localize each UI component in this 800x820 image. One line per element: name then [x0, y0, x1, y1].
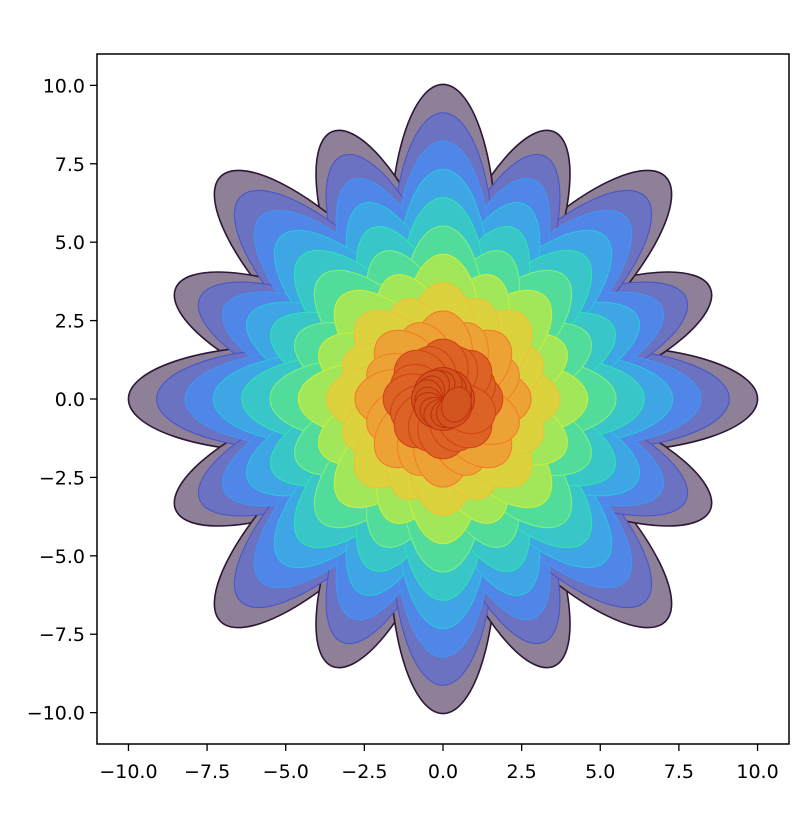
x-tick-label: 10.0 [736, 761, 778, 783]
x-tick-label: 2.5 [507, 761, 537, 783]
y-tick-label: 2.5 [55, 311, 85, 333]
y-tick-label: 7.5 [55, 154, 85, 176]
y-tick-label: −2.5 [39, 467, 85, 489]
y-tick-label: −5.0 [39, 546, 85, 568]
x-axis: −10.0 −7.5 −5.0 −2.5 0.0 2.5 5.0 7.5 10.0 [99, 744, 779, 783]
x-tick-label: −10.0 [99, 761, 157, 783]
contour-level-10 [410, 366, 476, 432]
y-tick-label: −10.0 [27, 703, 85, 725]
x-tick-label: 7.5 [664, 761, 694, 783]
y-tick-label: 0.0 [55, 389, 85, 411]
x-tick-label: −2.5 [341, 761, 387, 783]
contour-layer [127, 83, 759, 715]
y-tick-label: 5.0 [55, 232, 85, 254]
petal-15-level-10 [440, 386, 472, 423]
y-tick-label: 10.0 [43, 75, 85, 97]
y-axis: 10.0 7.5 5.0 2.5 0.0 −2.5 −5.0 −7.5 −10.0 [27, 75, 97, 725]
x-tick-label: 0.0 [428, 761, 458, 783]
x-tick-label: −7.5 [184, 761, 230, 783]
y-tick-label: −7.5 [39, 624, 85, 646]
x-tick-label: 5.0 [585, 761, 615, 783]
x-tick-label: −5.0 [263, 761, 309, 783]
